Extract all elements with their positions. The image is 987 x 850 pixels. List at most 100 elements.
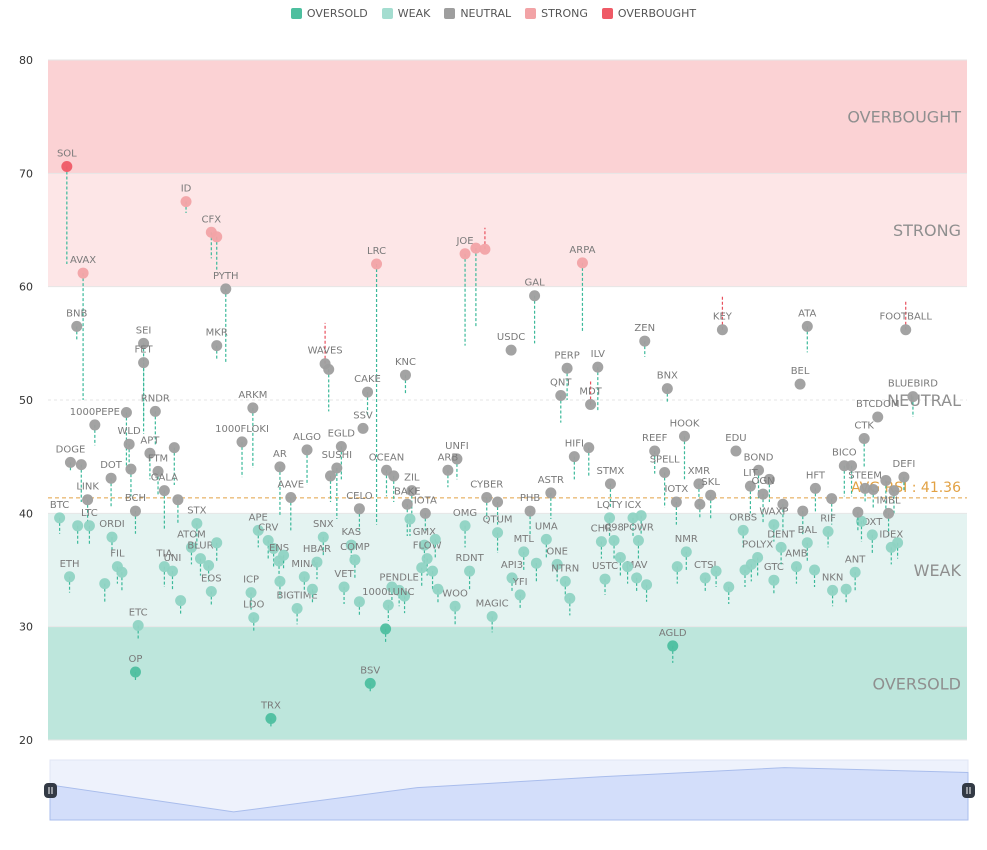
data-point-avax[interactable] bbox=[77, 267, 89, 279]
data-point[interactable] bbox=[429, 533, 441, 545]
data-point[interactable] bbox=[479, 243, 491, 255]
data-point-zen[interactable] bbox=[639, 335, 651, 347]
data-point-oxt[interactable] bbox=[866, 529, 878, 541]
data-point-1000floki[interactable] bbox=[236, 436, 248, 448]
data-point-tia[interactable] bbox=[158, 561, 170, 573]
data-point-unfi[interactable] bbox=[451, 453, 463, 465]
data-point-qnt[interactable] bbox=[555, 389, 567, 401]
data-point[interactable] bbox=[72, 520, 84, 532]
data-point[interactable] bbox=[880, 474, 892, 486]
data-point-bigtime[interactable] bbox=[291, 603, 303, 615]
data-point[interactable] bbox=[641, 579, 653, 591]
data-point-btcdom[interactable] bbox=[872, 411, 884, 423]
data-point-phb[interactable] bbox=[524, 505, 536, 517]
data-point-nmr[interactable] bbox=[680, 546, 692, 558]
data-point-c98[interactable] bbox=[608, 535, 620, 547]
data-point-ldo[interactable] bbox=[248, 612, 260, 624]
data-point-arpa[interactable] bbox=[576, 257, 588, 269]
data-point[interactable] bbox=[203, 559, 215, 571]
data-point-link[interactable] bbox=[82, 494, 94, 506]
data-point-ape[interactable] bbox=[252, 524, 264, 536]
legend-item-strong[interactable]: STRONG bbox=[525, 7, 588, 20]
data-point-usdc[interactable] bbox=[505, 344, 517, 356]
data-point[interactable] bbox=[416, 562, 428, 574]
data-point-skl[interactable] bbox=[705, 489, 717, 501]
data-point[interactable] bbox=[852, 506, 864, 518]
data-point-lrc[interactable] bbox=[371, 258, 383, 270]
data-point-doge[interactable] bbox=[64, 456, 76, 468]
data-point-cake[interactable] bbox=[362, 386, 374, 398]
data-point-ogn[interactable] bbox=[757, 488, 769, 500]
data-point[interactable] bbox=[211, 537, 223, 549]
data-point[interactable] bbox=[75, 459, 87, 471]
data-point-btc[interactable] bbox=[54, 512, 66, 524]
data-point-bake[interactable] bbox=[401, 498, 413, 510]
data-point-sushi[interactable] bbox=[331, 462, 343, 474]
data-point-waxp[interactable] bbox=[768, 519, 780, 531]
data-point-kas[interactable] bbox=[345, 539, 357, 551]
data-point-joe[interactable] bbox=[459, 248, 471, 260]
data-point-sol[interactable] bbox=[61, 161, 73, 173]
data-point-gal[interactable] bbox=[529, 290, 541, 302]
data-point-stx[interactable] bbox=[191, 518, 203, 530]
data-point[interactable] bbox=[530, 557, 542, 569]
data-point-pyth[interactable] bbox=[220, 283, 232, 295]
data-point-amb[interactable] bbox=[790, 561, 802, 573]
data-point-bel[interactable] bbox=[794, 378, 806, 390]
data-point-woo[interactable] bbox=[449, 600, 461, 612]
data-point[interactable] bbox=[353, 596, 365, 608]
data-point-ar[interactable] bbox=[274, 461, 286, 473]
legend-item-overbought[interactable]: OVERBOUGHT bbox=[601, 7, 696, 20]
data-point[interactable] bbox=[306, 583, 318, 595]
data-point-ilv[interactable] bbox=[592, 361, 604, 373]
data-point[interactable] bbox=[583, 442, 595, 454]
data-point-perp[interactable] bbox=[561, 362, 573, 374]
data-point-atom[interactable] bbox=[185, 541, 197, 553]
data-point[interactable] bbox=[892, 537, 904, 549]
zoom-handle-left[interactable] bbox=[44, 783, 57, 798]
data-point[interactable] bbox=[399, 590, 411, 602]
data-point-bal[interactable] bbox=[801, 537, 813, 549]
data-point-xmr[interactable] bbox=[693, 478, 705, 490]
data-point[interactable] bbox=[888, 485, 900, 497]
data-point[interactable] bbox=[268, 542, 280, 554]
data-point[interactable] bbox=[671, 561, 683, 573]
data-point-ctsi[interactable] bbox=[699, 572, 711, 584]
data-point-zil[interactable] bbox=[406, 485, 418, 497]
data-point-powr[interactable] bbox=[632, 535, 644, 547]
data-point-yfi[interactable] bbox=[514, 589, 526, 601]
data-point-hft[interactable] bbox=[809, 482, 821, 494]
data-point-rif[interactable] bbox=[822, 525, 834, 537]
data-point[interactable] bbox=[723, 581, 735, 593]
data-point-etc[interactable] bbox=[132, 620, 144, 632]
data-point-eos[interactable] bbox=[205, 586, 217, 598]
data-point-lqty[interactable] bbox=[604, 512, 616, 524]
data-point[interactable] bbox=[635, 510, 647, 522]
data-point-knc[interactable] bbox=[399, 369, 411, 381]
data-point[interactable] bbox=[840, 583, 852, 595]
data-point[interactable] bbox=[380, 623, 392, 635]
data-point-bnx[interactable] bbox=[661, 383, 673, 395]
data-point-ssv[interactable] bbox=[357, 422, 369, 434]
data-point-hifi[interactable] bbox=[568, 451, 580, 463]
data-point[interactable] bbox=[404, 513, 416, 525]
data-point-qtum[interactable] bbox=[492, 527, 504, 539]
zoom-handle-right[interactable] bbox=[962, 783, 975, 798]
data-point-iotx[interactable] bbox=[670, 496, 682, 508]
data-point-bsv[interactable] bbox=[364, 677, 376, 689]
data-point[interactable] bbox=[432, 583, 444, 595]
data-point-gmx[interactable] bbox=[418, 539, 430, 551]
data-point-orbs[interactable] bbox=[737, 524, 749, 536]
data-point-apt[interactable] bbox=[144, 447, 156, 459]
legend-item-oversold[interactable]: OVERSOLD bbox=[290, 7, 368, 20]
data-point-uma[interactable] bbox=[540, 533, 552, 545]
data-point-arkm[interactable] bbox=[247, 402, 259, 414]
data-point-snx[interactable] bbox=[317, 531, 329, 543]
data-point[interactable] bbox=[125, 463, 137, 475]
data-point[interactable] bbox=[427, 565, 439, 577]
data-point[interactable] bbox=[710, 565, 722, 577]
data-point-cyber[interactable] bbox=[481, 491, 493, 503]
data-point-arb[interactable] bbox=[442, 464, 454, 476]
data-point-op[interactable] bbox=[129, 666, 141, 678]
data-point-wld[interactable] bbox=[123, 438, 135, 450]
